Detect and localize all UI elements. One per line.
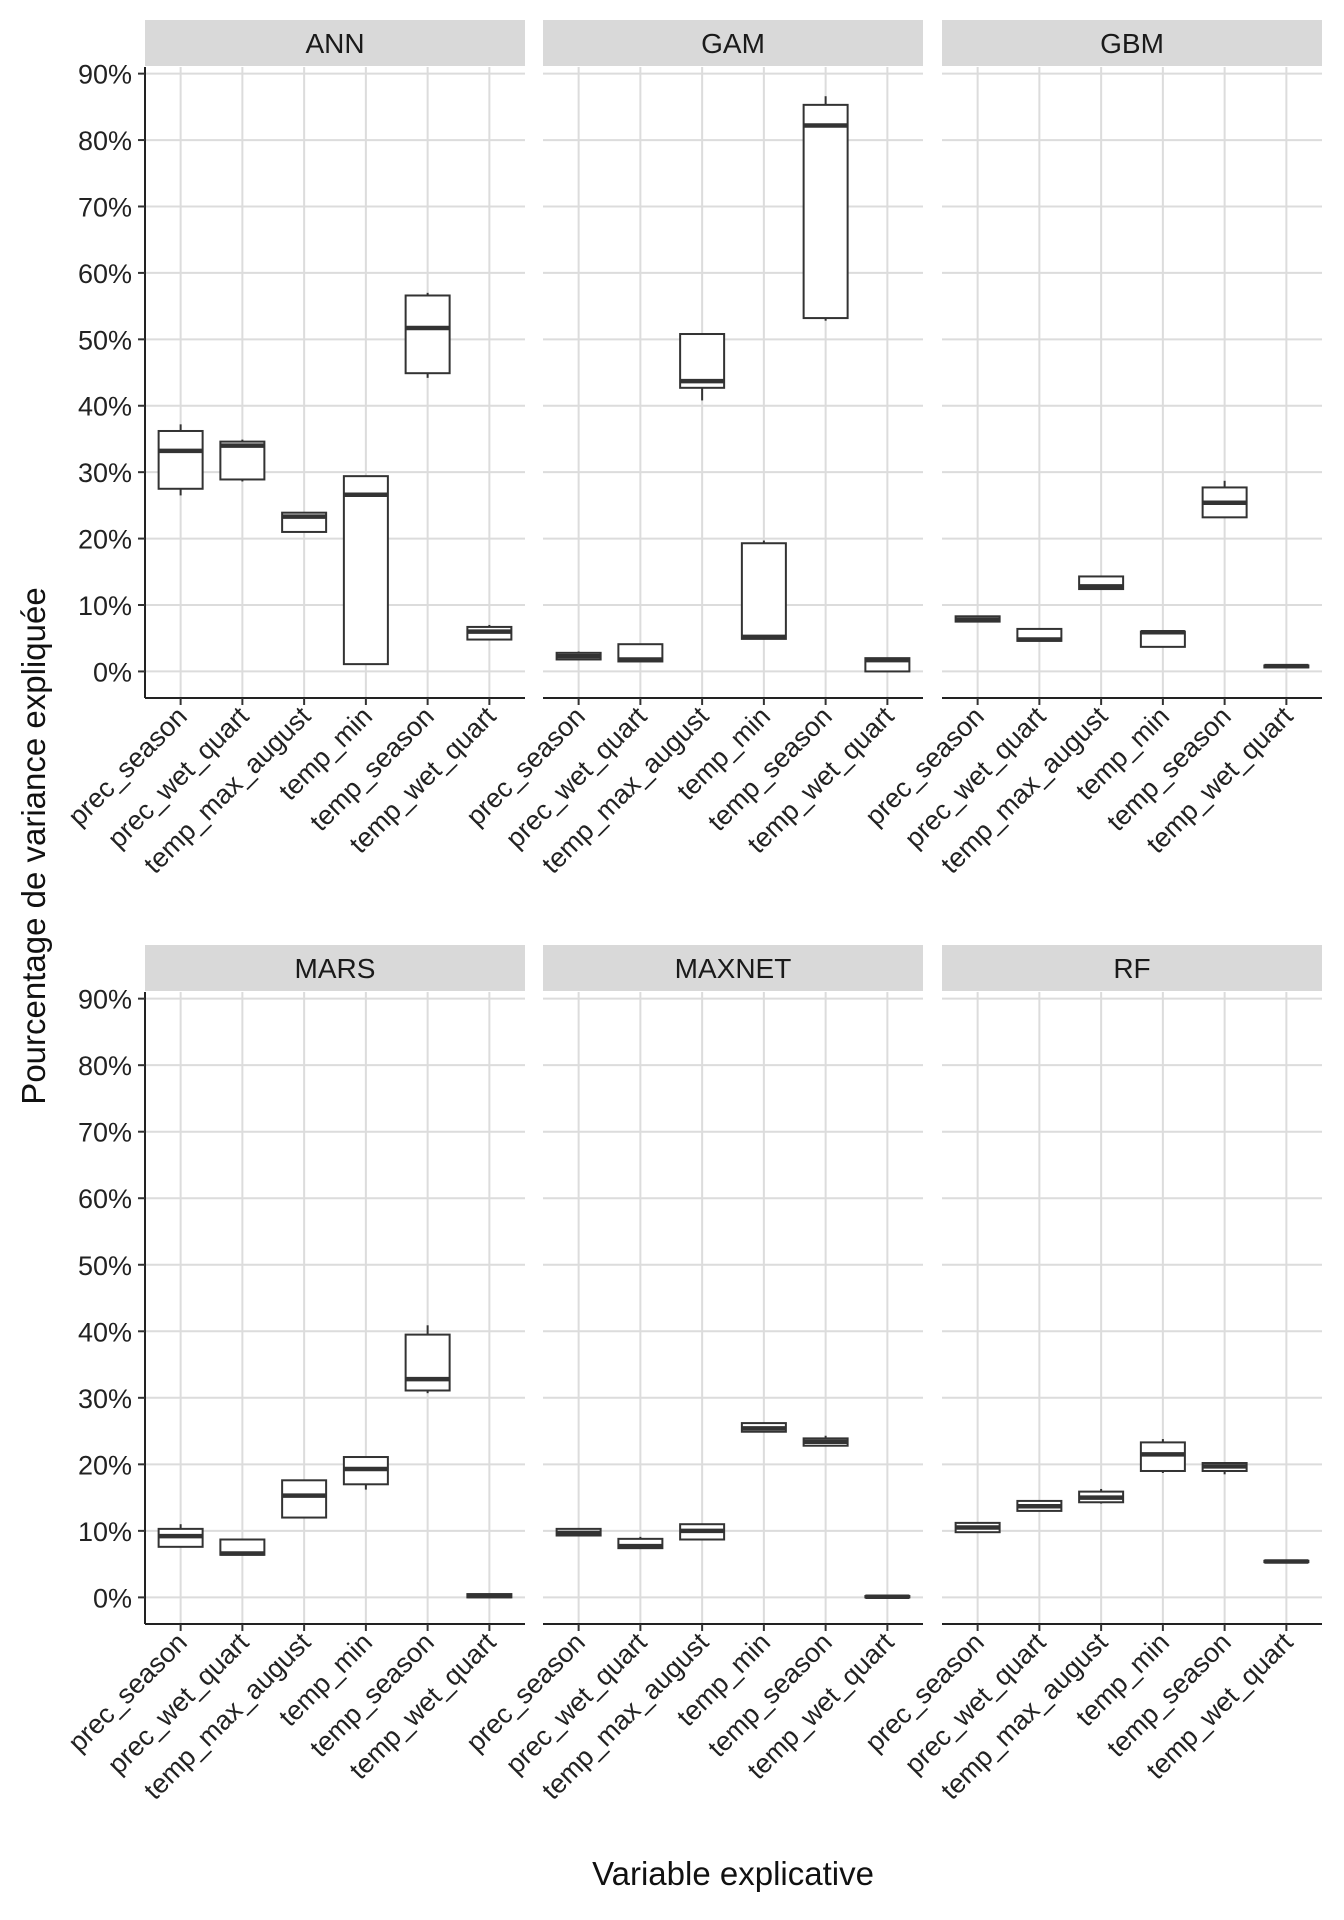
y-tick-label: 60% bbox=[78, 1184, 132, 1214]
y-tick-label: 80% bbox=[78, 126, 132, 156]
y-tick-label: 20% bbox=[78, 525, 132, 555]
box-prec_wet_quart bbox=[1016, 1499, 1063, 1512]
y-tick-label: 0% bbox=[93, 1583, 132, 1613]
iqr-box bbox=[1139, 1441, 1186, 1472]
box-prec_wet_quart bbox=[1016, 627, 1063, 642]
x-axis-title: Variable explicative bbox=[592, 1855, 874, 1892]
facet-panels: ANN0%10%20%30%40%50%60%70%80%90%prec_sea… bbox=[62, 20, 1322, 1805]
y-tick-label: 20% bbox=[78, 1450, 132, 1480]
y-tick-label: 80% bbox=[78, 1051, 132, 1081]
strip-background bbox=[145, 945, 525, 991]
strip-label: GBM bbox=[1100, 28, 1164, 59]
box-prec_wet_quart bbox=[617, 643, 664, 663]
iqr-box bbox=[404, 294, 451, 375]
iqr-box bbox=[342, 475, 389, 666]
box-prec_wet_quart bbox=[219, 439, 266, 482]
iqr-box bbox=[802, 103, 849, 320]
iqr-box bbox=[219, 440, 266, 481]
iqr-box bbox=[740, 542, 787, 640]
box-prec_season bbox=[157, 424, 204, 496]
box-temp_season bbox=[802, 96, 849, 321]
box-temp_min bbox=[740, 1422, 787, 1433]
strip-background bbox=[145, 20, 525, 66]
y-tick-label: 0% bbox=[93, 657, 132, 687]
strip-label: MARS bbox=[295, 953, 376, 984]
iqr-box bbox=[404, 1333, 451, 1392]
strip-label: GAM bbox=[701, 28, 765, 59]
box-temp_wet_quart bbox=[1263, 663, 1310, 669]
box-temp_min bbox=[342, 1456, 389, 1490]
box-temp_season bbox=[404, 292, 451, 378]
iqr-box bbox=[157, 429, 204, 490]
box-temp_wet_quart bbox=[864, 1594, 911, 1599]
strip-background bbox=[942, 945, 1322, 991]
box-temp_season bbox=[1201, 1462, 1248, 1475]
strip-background bbox=[543, 945, 923, 991]
y-tick-label: 90% bbox=[78, 60, 132, 90]
box-temp_min bbox=[1139, 629, 1186, 648]
y-tick-label: 60% bbox=[78, 259, 132, 289]
box-temp_max_august bbox=[679, 1523, 726, 1541]
y-tick-label: 70% bbox=[78, 192, 132, 222]
box-temp_season bbox=[1201, 480, 1248, 519]
box-temp_max_august bbox=[1078, 575, 1125, 591]
y-axis-title: Pourcentage de variance expliquée bbox=[15, 587, 52, 1104]
box-prec_season bbox=[157, 1524, 204, 1548]
box-temp_max_august bbox=[281, 511, 328, 533]
box-temp_max_august bbox=[1078, 1488, 1125, 1504]
y-tick-label: 90% bbox=[78, 985, 132, 1015]
box-temp_season bbox=[404, 1325, 451, 1394]
iqr-box bbox=[281, 1479, 328, 1519]
box-temp_min bbox=[342, 475, 389, 666]
iqr-box bbox=[679, 333, 726, 389]
box-temp_wet_quart bbox=[1263, 1559, 1310, 1564]
y-tick-label: 30% bbox=[78, 1384, 132, 1414]
y-tick-label: 70% bbox=[78, 1118, 132, 1148]
strip-label: RF bbox=[1113, 953, 1150, 984]
box-prec_wet_quart bbox=[617, 1536, 664, 1550]
box-temp_min bbox=[740, 540, 787, 640]
strip-background bbox=[543, 20, 923, 66]
y-tick-label: 50% bbox=[78, 325, 132, 355]
box-temp_wet_quart bbox=[466, 1593, 513, 1599]
strip-label: MAXNET bbox=[675, 953, 792, 984]
y-tick-label: 30% bbox=[78, 458, 132, 488]
box-prec_wet_quart bbox=[219, 1538, 266, 1556]
box-prec_season bbox=[555, 651, 602, 661]
box-temp_max_august bbox=[679, 333, 726, 401]
y-tick-label: 10% bbox=[78, 1517, 132, 1547]
box-prec_season bbox=[555, 1527, 602, 1537]
y-tick-label: 40% bbox=[78, 1317, 132, 1347]
box-temp_min bbox=[1139, 1439, 1186, 1473]
box-temp_wet_quart bbox=[864, 657, 911, 673]
strip-label: ANN bbox=[305, 28, 364, 59]
y-tick-label: 40% bbox=[78, 392, 132, 422]
y-tick-label: 10% bbox=[78, 591, 132, 621]
box-prec_season bbox=[954, 615, 1001, 623]
box-temp_season bbox=[802, 1435, 849, 1447]
y-tick-label: 50% bbox=[78, 1251, 132, 1281]
box-temp_wet_quart bbox=[466, 624, 513, 641]
strip-background bbox=[942, 20, 1322, 66]
box-prec_season bbox=[954, 1521, 1001, 1534]
box-temp_max_august bbox=[281, 1479, 328, 1519]
